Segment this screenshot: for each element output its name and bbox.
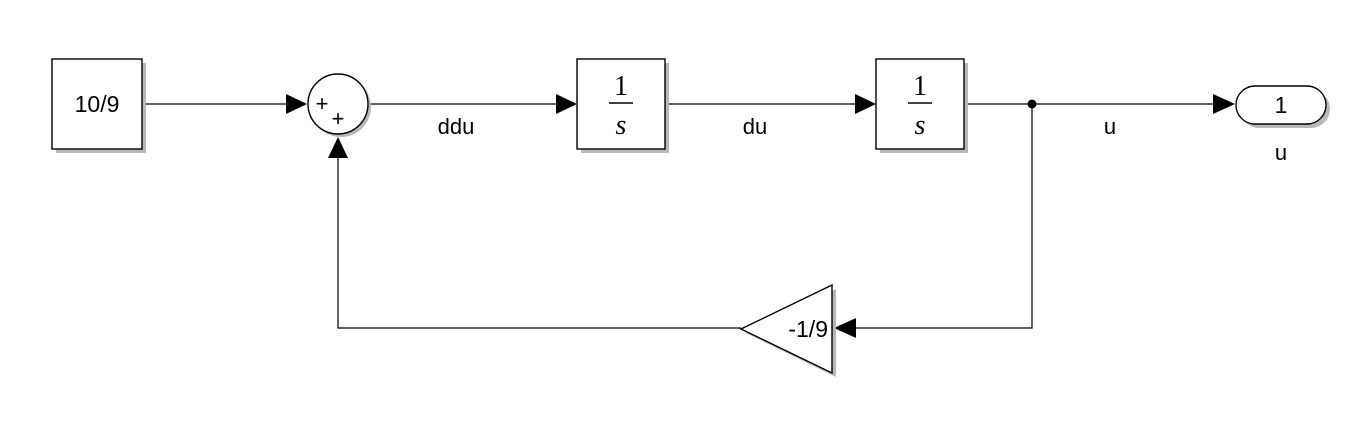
signal-label-u: u — [1104, 114, 1116, 139]
integrator-block-2[interactable]: 1 s — [875, 58, 968, 153]
arrowhead-outport-input — [1213, 94, 1235, 114]
wire-feedback-to-gain[interactable] — [856, 104, 1033, 329]
signal-label-ddu: ddu — [438, 114, 475, 139]
arrowhead-sum-input-1 — [286, 94, 307, 114]
sum-sign-bottom: + — [332, 106, 345, 131]
wire-gain-to-sum[interactable] — [337, 158, 741, 329]
integrator-1-numerator: 1 — [614, 71, 628, 102]
integrator-2-denominator: s — [915, 110, 926, 141]
outport-number: 1 — [1275, 92, 1288, 118]
sum-block[interactable]: + + — [307, 73, 371, 137]
integrator-2-numerator: 1 — [913, 71, 927, 102]
integrator-1-denominator: s — [616, 110, 627, 141]
arrowhead-integrator-2-input — [855, 94, 876, 114]
arrowhead-integrator-1-input — [556, 94, 577, 114]
signal-wires — [144, 103, 1213, 329]
arrowheads — [286, 94, 1235, 338]
integrator-block-1[interactable]: 1 s — [576, 58, 669, 153]
signal-label-du: du — [743, 114, 767, 139]
gain-block[interactable]: -1/9 — [739, 283, 836, 377]
outport-block[interactable]: 1 — [1235, 85, 1330, 128]
gain-value: -1/9 — [788, 316, 828, 342]
arrowhead-gain-input — [834, 318, 856, 338]
constant-value: 10/9 — [75, 91, 120, 117]
arrowhead-sum-input-2 — [328, 137, 348, 158]
sum-sign-left: + — [316, 91, 329, 116]
outport-name-label: u — [1275, 140, 1287, 165]
branch-point — [1027, 99, 1037, 109]
constant-block[interactable]: 10/9 — [51, 58, 146, 153]
